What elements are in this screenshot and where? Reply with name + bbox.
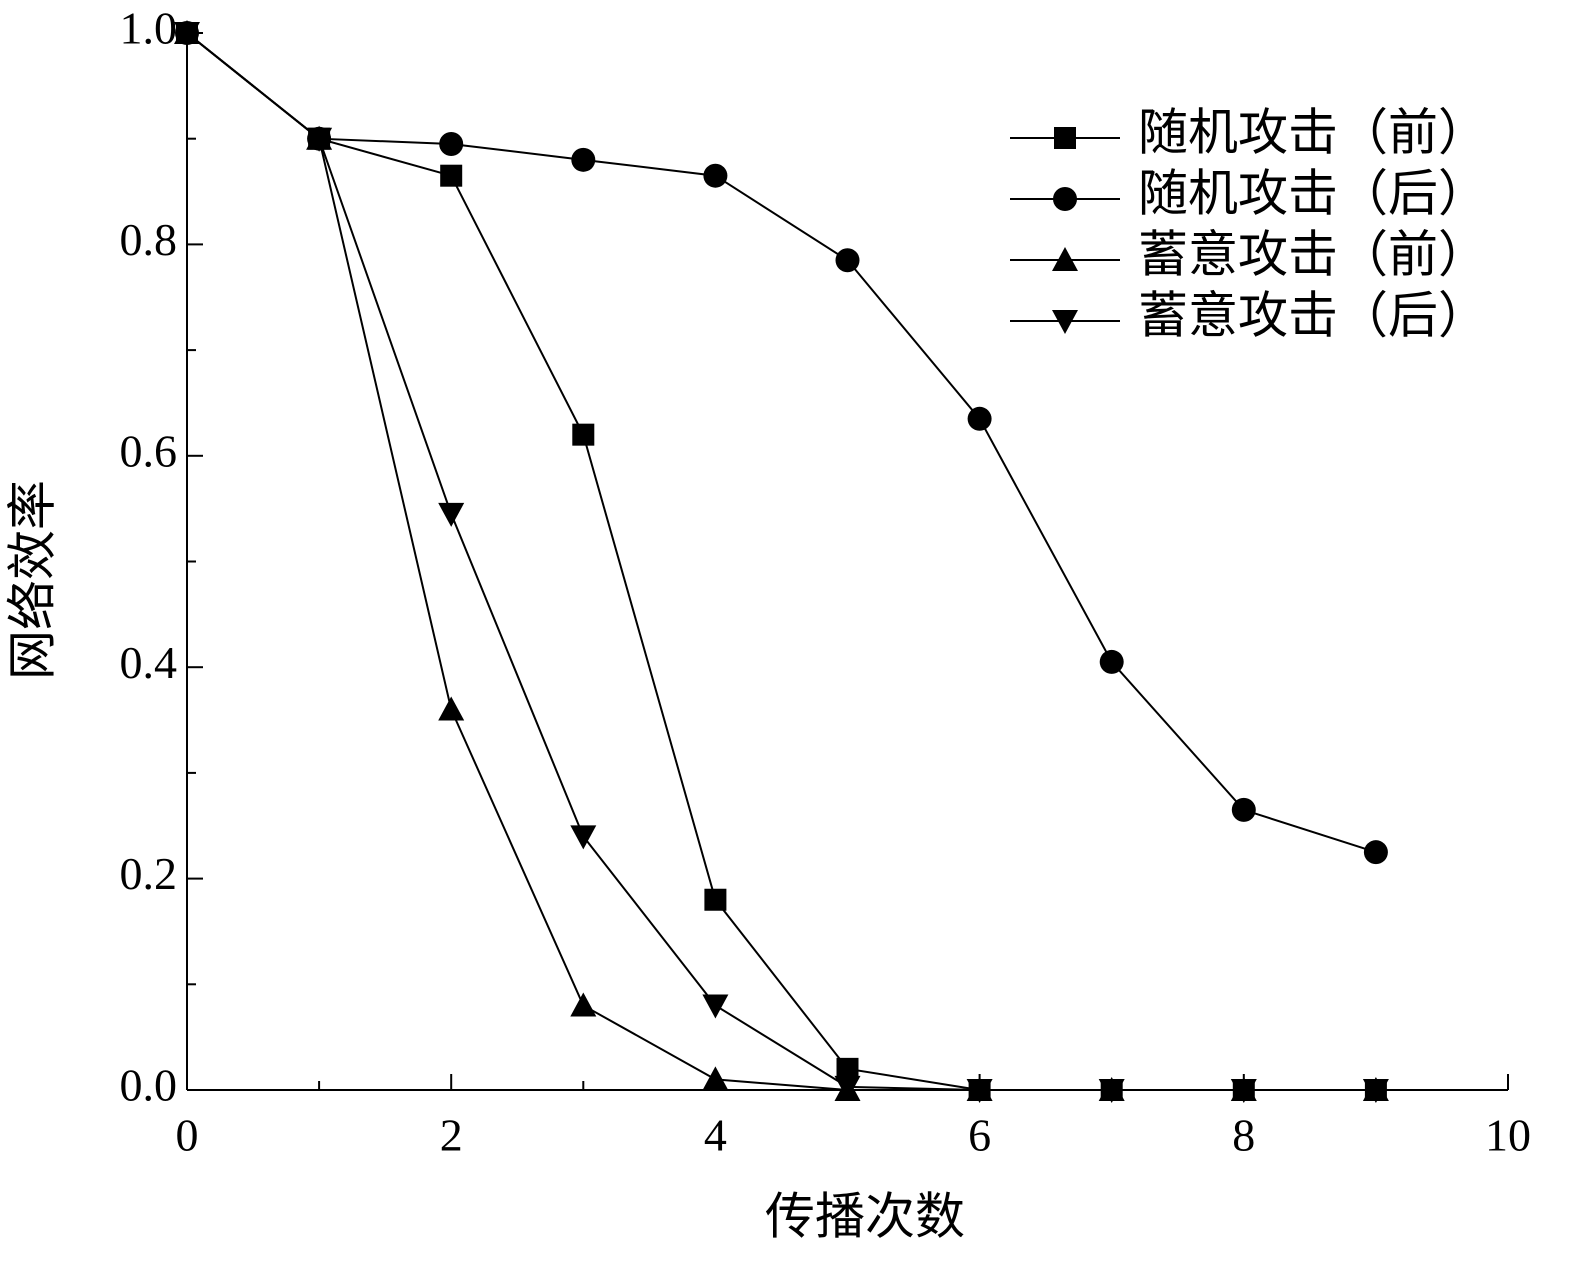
y-tick-label: 0.2 [120, 848, 178, 899]
series-line [186, 32, 1377, 854]
marker [1363, 840, 1388, 865]
marker [702, 994, 729, 1019]
marker [834, 1075, 861, 1100]
x-tick-label: 2 [440, 1110, 463, 1161]
series-line [186, 32, 1376, 1091]
y-tick-label: 0.4 [120, 637, 178, 688]
marker [571, 147, 596, 172]
y-tick-label: 0.8 [120, 214, 178, 265]
y-axis-label: 网络效率 [4, 480, 60, 680]
marker [967, 406, 992, 431]
marker [1098, 1079, 1125, 1103]
marker [174, 22, 200, 46]
y-tick-label: 0.6 [120, 425, 178, 476]
marker [1230, 1079, 1257, 1103]
marker [1231, 797, 1256, 822]
x-tick-label: 10 [1485, 1110, 1531, 1161]
marker [702, 1066, 729, 1091]
marker [570, 992, 597, 1017]
legend-label: 蓄意攻击（后） [1138, 287, 1488, 343]
y-tick-label: 0.0 [120, 1060, 178, 1111]
marker [1362, 1079, 1389, 1103]
marker [306, 127, 333, 152]
marker [570, 825, 597, 850]
marker [835, 248, 860, 273]
legend-marker [1053, 187, 1077, 211]
legend-label: 蓄意攻击（前） [1138, 226, 1488, 282]
marker [438, 696, 465, 721]
legend-marker [1052, 310, 1078, 334]
x-tick-label: 0 [176, 1110, 199, 1161]
y-tick-label: 1.0 [120, 3, 178, 54]
marker [836, 1057, 859, 1080]
x-tick-label: 8 [1232, 1110, 1255, 1161]
legend-label: 随机攻击（后） [1138, 165, 1488, 221]
x-tick-label: 6 [968, 1110, 991, 1161]
marker [572, 423, 595, 446]
marker [704, 888, 727, 911]
marker [440, 164, 463, 187]
x-axis-label: 传播次数 [765, 1188, 965, 1244]
marker [703, 163, 728, 188]
marker [966, 1079, 993, 1103]
legend-label: 随机攻击（前） [1138, 104, 1488, 160]
marker [1099, 649, 1124, 674]
marker [439, 131, 464, 156]
x-tick-label: 4 [704, 1110, 727, 1161]
legend-marker [1052, 247, 1078, 271]
legend-marker [1054, 127, 1076, 149]
marker [438, 502, 465, 527]
